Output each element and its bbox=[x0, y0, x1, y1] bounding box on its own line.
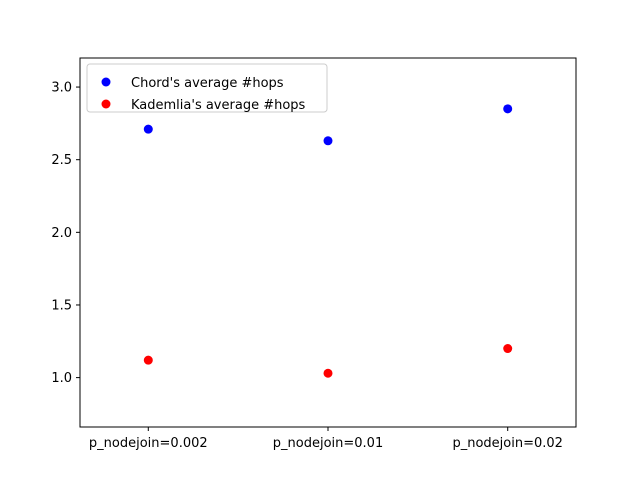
x-tick-label: p_nodejoin=0.01 bbox=[273, 436, 383, 451]
legend: Chord's average #hops Kademlia's average … bbox=[86, 63, 328, 113]
legend-marker bbox=[101, 99, 111, 109]
kademlia-point bbox=[143, 355, 153, 365]
legend-box bbox=[86, 63, 328, 113]
data-points bbox=[143, 104, 513, 378]
y-tick-label: 2.5 bbox=[51, 153, 72, 168]
kademlia-point bbox=[323, 368, 333, 378]
y-tick-label: 1.0 bbox=[51, 371, 72, 386]
chord-point bbox=[503, 104, 513, 114]
x-tick-label: p_nodejoin=0.02 bbox=[452, 436, 562, 451]
chord-point bbox=[323, 136, 333, 146]
plot-frame bbox=[79, 57, 577, 428]
legend-label: Chord's average #hops bbox=[131, 76, 284, 91]
y-axis: 1.0 1.5 2.0 2.5 3.0 bbox=[51, 81, 80, 386]
chord-point bbox=[143, 124, 153, 134]
legend-label: Kademlia's average #hops bbox=[131, 98, 306, 113]
y-tick-label: 3.0 bbox=[51, 81, 72, 96]
x-tick-label: p_nodejoin=0.002 bbox=[89, 436, 208, 451]
kademlia-point bbox=[503, 344, 513, 354]
legend-marker bbox=[101, 77, 111, 87]
y-tick-label: 1.5 bbox=[51, 298, 72, 313]
plot-area bbox=[80, 58, 576, 427]
y-tick-label: 2.0 bbox=[51, 226, 72, 241]
x-axis: p_nodejoin=0.002 p_nodejoin=0.01 p_nodejoi… bbox=[89, 427, 563, 451]
